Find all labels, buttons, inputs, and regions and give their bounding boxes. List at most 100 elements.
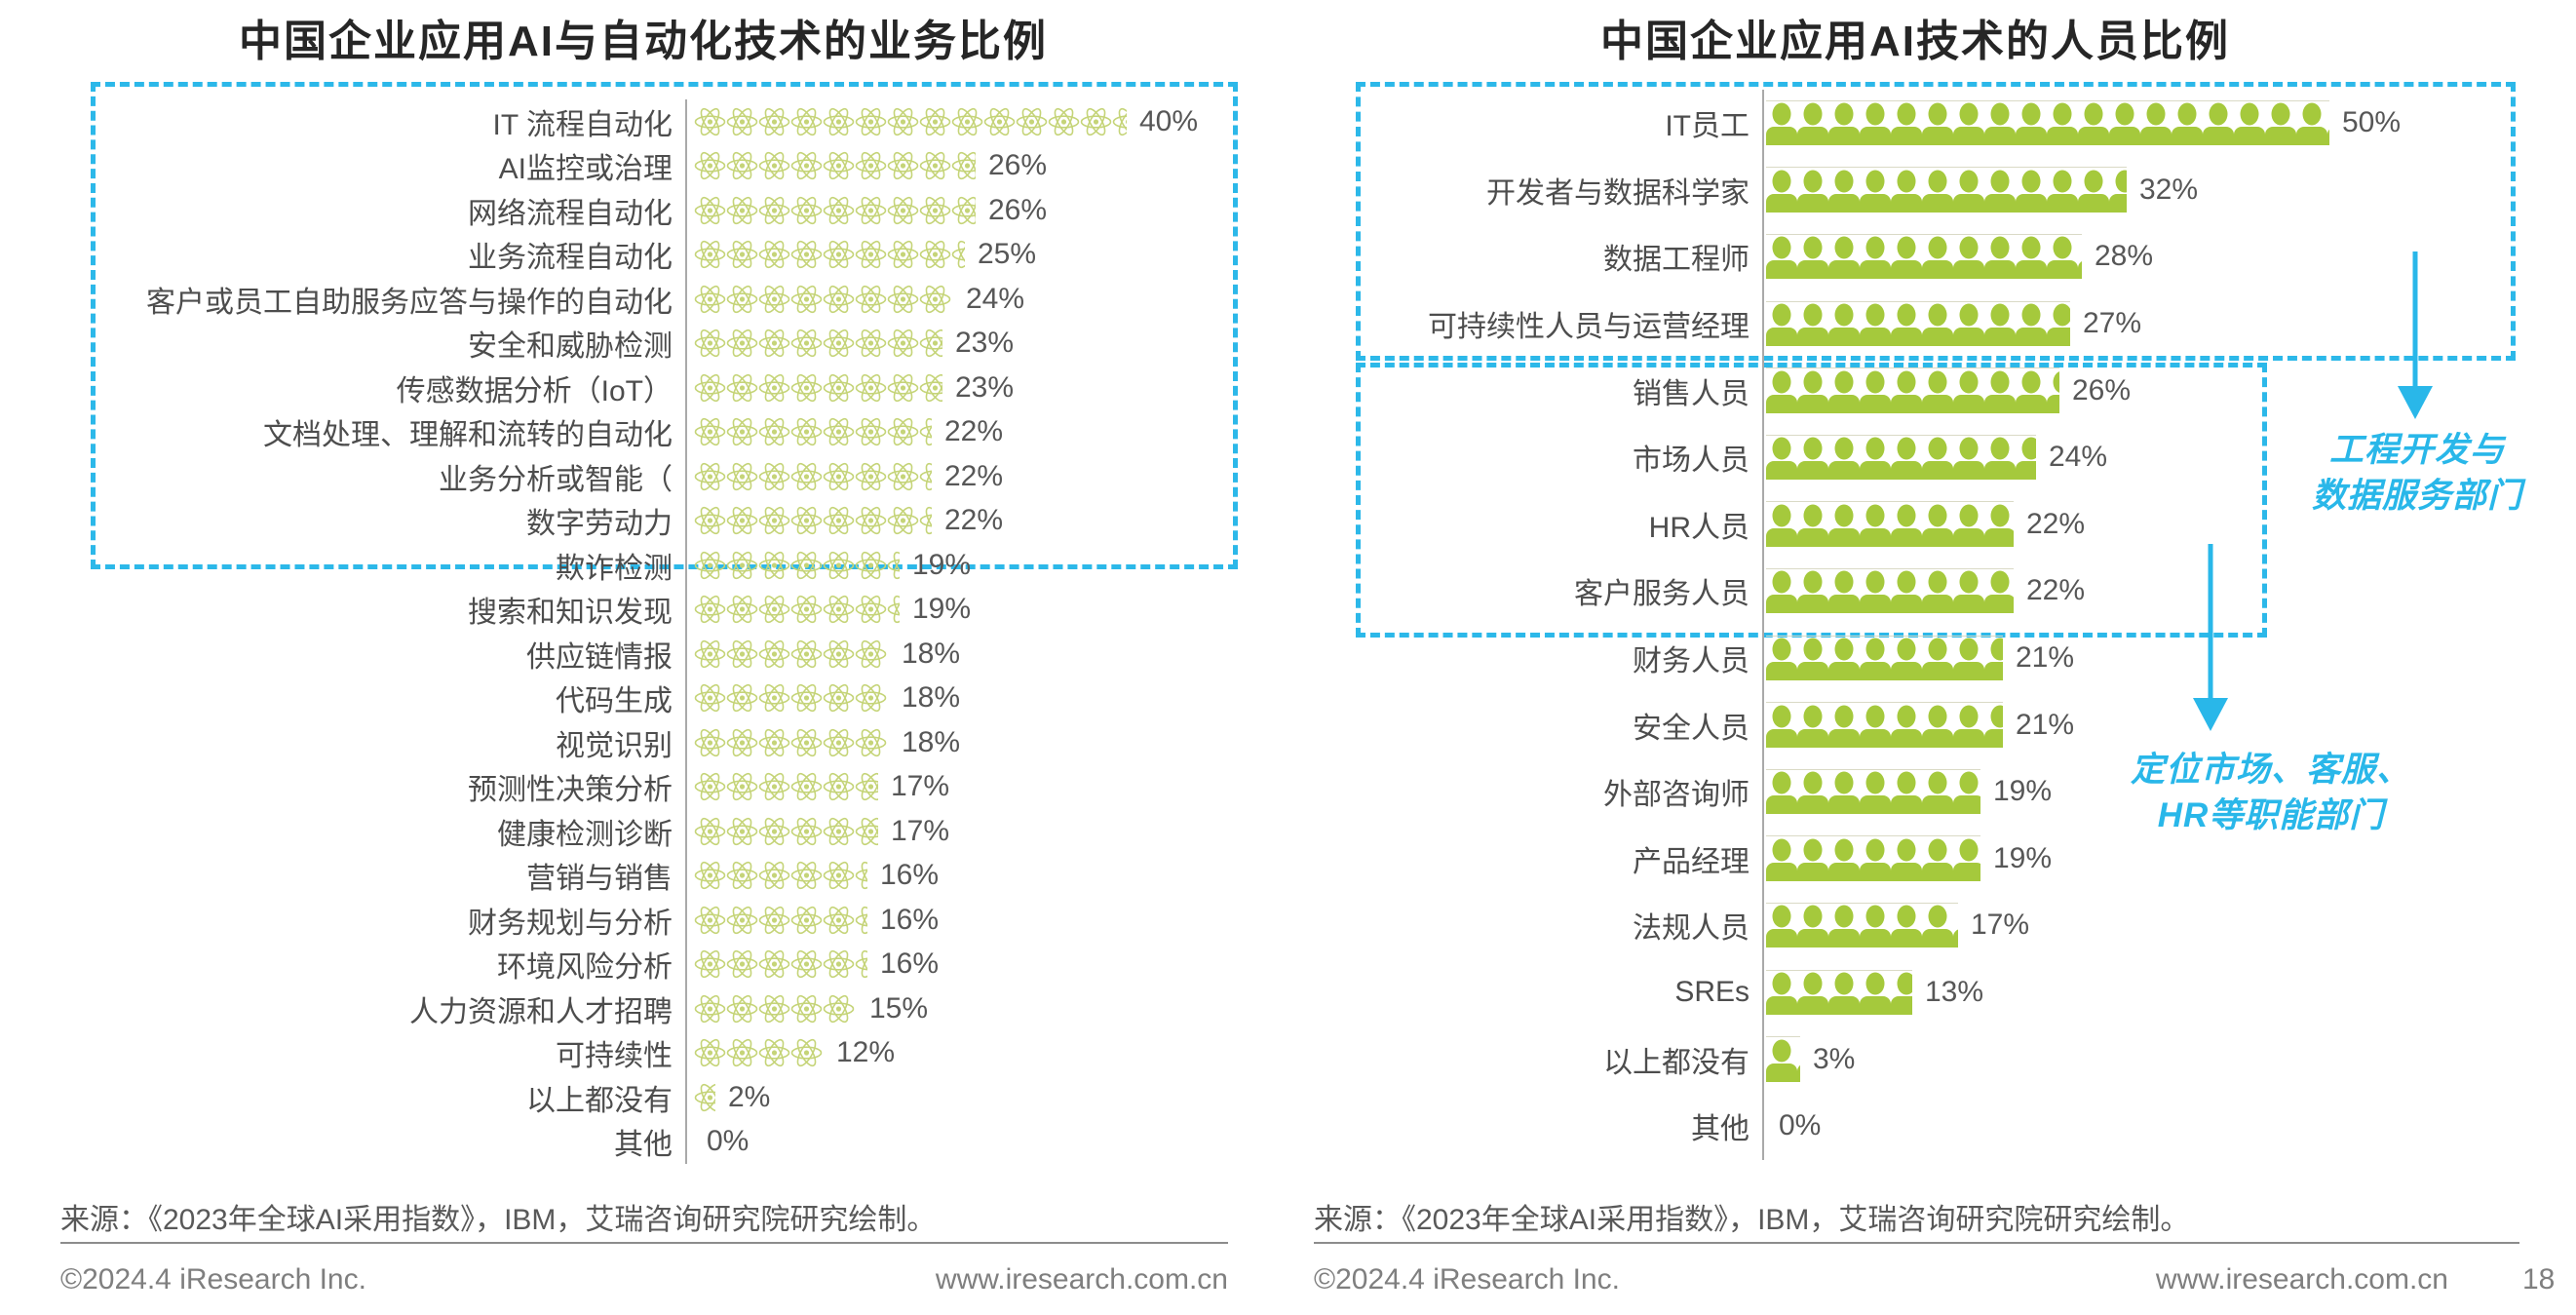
category-label: 开发者与数据科学家 xyxy=(1486,176,1749,210)
value-label: 15% xyxy=(869,991,929,1025)
pictogram-bar xyxy=(1766,1036,1800,1082)
bar-area: 21% xyxy=(1762,624,2075,692)
footer-divider xyxy=(60,1242,1228,1244)
value-label: 17% xyxy=(891,770,950,803)
person-pictogram-bar xyxy=(1766,102,2329,146)
chart-row: SREs 13% xyxy=(1314,958,2571,1026)
chart-row: 开发者与数据科学家 32% xyxy=(1314,156,2571,224)
category-label: 健康检测诊断 xyxy=(497,818,673,851)
atom-pictogram-bar xyxy=(694,906,867,934)
bar-area: 22% xyxy=(685,498,1004,543)
person-pictogram-bar xyxy=(1766,437,2036,481)
category-label: IT 流程自动化 xyxy=(492,108,673,141)
bar-area: 23% xyxy=(685,366,1014,410)
pictogram-bar xyxy=(1766,501,2014,547)
person-pictogram-bar xyxy=(1766,771,1980,815)
category-label: 外部咨询师 xyxy=(1603,779,1749,812)
category-label: 供应链情报 xyxy=(526,640,673,674)
bar-area: 22% xyxy=(685,454,1003,499)
chart-row: 其他 0% xyxy=(1314,1092,2571,1160)
value-label: 26% xyxy=(988,149,1048,182)
annotation-line: 工程开发与 xyxy=(2328,431,2505,469)
chart-row: 以上都没有 2% xyxy=(60,1075,1279,1120)
bar-area: 12% xyxy=(685,1030,896,1075)
value-label: 24% xyxy=(966,282,1025,315)
bar-area: 2% xyxy=(685,1075,770,1120)
chart-row: 搜索和知识发现 19% xyxy=(60,587,1279,632)
bar-area: 17% xyxy=(685,809,949,854)
value-label: 22% xyxy=(944,504,1004,537)
bar-area: 15% xyxy=(685,986,928,1031)
value-label: 17% xyxy=(1971,909,2030,942)
category-label: HR人员 xyxy=(1648,511,1749,544)
chart-row: 网络流程自动化 26% xyxy=(60,188,1279,233)
person-pictogram-bar xyxy=(1766,370,2059,413)
value-label: 26% xyxy=(988,193,1048,226)
atom-pictogram-bar xyxy=(694,462,932,490)
category-label: 可持续性人员与运营经理 xyxy=(1428,311,1749,344)
pictogram-bar xyxy=(694,943,867,986)
chart-row: 业务流程自动化 25% xyxy=(60,232,1279,277)
annotation-line: 定位市场、客服、 xyxy=(2130,751,2411,789)
source-text: 来源：《2023年全球AI采用指数》，IBM，艾瑞咨询研究院研究绘制。 xyxy=(1314,1204,2190,1236)
bar-area: 0% xyxy=(685,1119,749,1164)
category-label: 网络流程自动化 xyxy=(468,197,673,230)
value-label: 21% xyxy=(2016,641,2075,675)
pictogram-bar xyxy=(1766,635,2003,681)
value-label: 18% xyxy=(902,637,961,670)
category-label: 安全和威胁检测 xyxy=(468,330,673,364)
value-label: 28% xyxy=(2095,240,2154,273)
value-label: 22% xyxy=(944,459,1004,492)
person-pictogram-bar xyxy=(1766,638,2003,681)
pictogram-bar xyxy=(694,588,900,631)
bar-area: 24% xyxy=(685,277,1024,322)
chart-row: 代码生成 18% xyxy=(60,676,1279,720)
pictogram-bar xyxy=(694,322,942,365)
bar-area: 21% xyxy=(1762,691,2074,758)
category-label: 市场人员 xyxy=(1633,445,1749,478)
value-label: 19% xyxy=(912,548,972,581)
value-label: 22% xyxy=(944,415,1004,448)
chart-row: 市场人员 24% xyxy=(1314,423,2571,491)
chart-row: 数据工程师 28% xyxy=(1314,223,2571,290)
pictogram-bar xyxy=(694,765,878,808)
pictogram-bar xyxy=(1766,567,2014,614)
value-label: 18% xyxy=(902,681,961,715)
person-pictogram-bar xyxy=(1766,570,2014,614)
pictogram-bar xyxy=(694,987,857,1030)
value-label: 0% xyxy=(1779,1109,1822,1142)
bar-area: 50% xyxy=(1762,90,2401,157)
chart-row: 销售人员 26% xyxy=(1314,357,2571,424)
bar-area: 25% xyxy=(685,232,1036,277)
chart-row: AI监控或治理 26% xyxy=(60,143,1279,188)
value-label: 32% xyxy=(2139,173,2199,206)
value-label: 16% xyxy=(880,948,940,981)
atom-pictogram-bar xyxy=(694,994,855,1023)
bar-area: 19% xyxy=(1762,825,2052,893)
value-label: 19% xyxy=(1993,775,2053,808)
value-label: 26% xyxy=(2072,373,2132,406)
bar-area: 19% xyxy=(685,543,971,588)
value-label: 16% xyxy=(880,903,940,936)
pictogram-bar xyxy=(1766,99,2329,146)
chart-row: 人力资源和人才招聘 15% xyxy=(60,986,1279,1031)
chart-row: 安全人员 21% xyxy=(1314,691,2571,758)
down-arrow-icon xyxy=(2193,544,2228,731)
category-label: 传感数据分析（IoT） xyxy=(396,374,673,407)
category-label: 可持续性 xyxy=(556,1040,673,1073)
value-label: 21% xyxy=(2016,708,2075,741)
source-text: 来源：《2023年全球AI采用指数》，IBM，艾瑞咨询研究院研究绘制。 xyxy=(60,1204,937,1236)
category-label: 安全人员 xyxy=(1633,712,1749,745)
category-label: IT员工 xyxy=(1665,110,1749,143)
copyright-text: ©2024.4 iResearch Inc. xyxy=(60,1263,366,1296)
person-pictogram-bar xyxy=(1766,905,1958,948)
bar-area: 17% xyxy=(1762,892,2029,959)
category-label: 产品经理 xyxy=(1633,845,1749,878)
left-chart-title: 中国企业应用AI与自动化技术的业务比例 xyxy=(239,18,1048,65)
chart-row: IT 流程自动化 40% xyxy=(60,99,1279,144)
bar-area: 16% xyxy=(685,898,939,943)
bar-area: 19% xyxy=(685,587,971,632)
chart-row: 其他 0% xyxy=(60,1119,1279,1164)
value-label: 12% xyxy=(836,1036,896,1069)
down-arrow-icon xyxy=(2398,251,2433,419)
